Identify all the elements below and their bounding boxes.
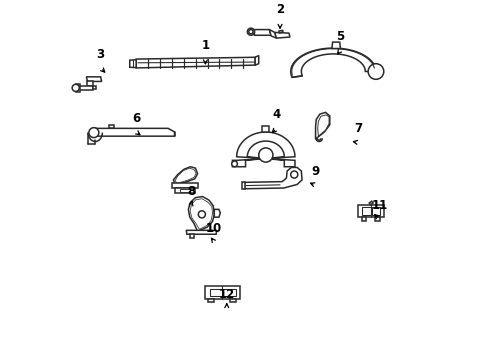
Text: 8: 8	[187, 185, 195, 198]
Polygon shape	[175, 188, 194, 193]
Polygon shape	[76, 84, 80, 92]
Polygon shape	[362, 207, 370, 215]
Text: 11: 11	[370, 199, 387, 212]
Polygon shape	[278, 30, 282, 33]
Text: 12: 12	[218, 288, 234, 301]
Polygon shape	[317, 115, 328, 136]
Polygon shape	[241, 183, 244, 189]
Polygon shape	[175, 168, 196, 184]
Polygon shape	[87, 81, 93, 86]
Circle shape	[290, 171, 297, 178]
Polygon shape	[255, 55, 258, 65]
Circle shape	[72, 84, 79, 91]
Polygon shape	[358, 205, 383, 217]
Polygon shape	[209, 289, 236, 296]
Polygon shape	[214, 210, 220, 217]
Circle shape	[231, 161, 237, 167]
Circle shape	[248, 30, 252, 34]
Text: 1: 1	[201, 39, 209, 52]
Text: 6: 6	[132, 112, 140, 125]
Polygon shape	[262, 126, 269, 132]
Polygon shape	[374, 217, 379, 221]
Polygon shape	[93, 86, 96, 89]
Polygon shape	[86, 77, 102, 81]
Polygon shape	[230, 299, 236, 302]
Circle shape	[89, 128, 99, 138]
Polygon shape	[171, 184, 197, 188]
Polygon shape	[136, 57, 255, 68]
Polygon shape	[189, 234, 194, 238]
Polygon shape	[368, 201, 372, 205]
Polygon shape	[208, 299, 214, 302]
Polygon shape	[190, 199, 212, 229]
Polygon shape	[109, 125, 114, 129]
Polygon shape	[173, 167, 197, 185]
Polygon shape	[244, 167, 302, 189]
Polygon shape	[361, 217, 366, 221]
Circle shape	[258, 148, 272, 162]
Polygon shape	[180, 189, 189, 192]
Polygon shape	[274, 32, 289, 38]
Polygon shape	[269, 30, 276, 38]
Text: 2: 2	[275, 4, 284, 17]
Polygon shape	[371, 207, 380, 215]
Text: 9: 9	[311, 165, 319, 178]
Text: 10: 10	[206, 222, 222, 235]
Polygon shape	[95, 129, 174, 136]
Polygon shape	[254, 30, 270, 35]
Circle shape	[367, 64, 383, 79]
Polygon shape	[79, 86, 93, 90]
Polygon shape	[290, 48, 375, 77]
Text: 4: 4	[272, 108, 280, 121]
Circle shape	[198, 211, 205, 218]
Polygon shape	[232, 132, 294, 167]
Polygon shape	[315, 112, 329, 139]
Text: 5: 5	[336, 30, 344, 43]
Text: 3: 3	[96, 48, 104, 61]
Polygon shape	[188, 197, 214, 231]
Polygon shape	[205, 287, 240, 299]
Polygon shape	[129, 60, 136, 68]
Polygon shape	[331, 42, 340, 49]
Polygon shape	[186, 230, 216, 234]
Circle shape	[247, 28, 254, 35]
Text: 7: 7	[353, 122, 362, 135]
